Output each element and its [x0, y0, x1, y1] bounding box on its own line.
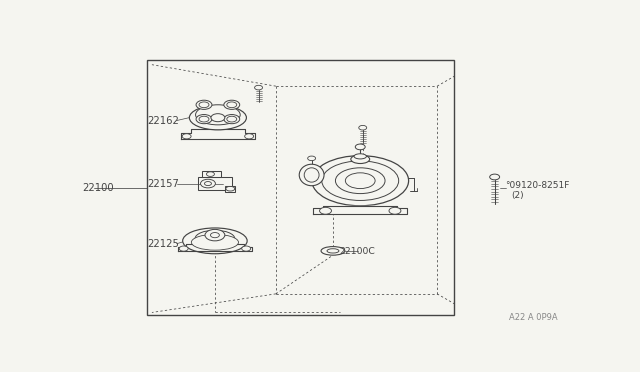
Circle shape	[389, 207, 401, 214]
Ellipse shape	[224, 100, 240, 109]
Ellipse shape	[321, 247, 345, 255]
Bar	[225, 186, 236, 192]
Ellipse shape	[182, 228, 247, 254]
Circle shape	[319, 207, 332, 214]
Circle shape	[359, 125, 367, 130]
Circle shape	[255, 85, 262, 90]
Circle shape	[199, 116, 209, 122]
Circle shape	[207, 172, 214, 176]
Ellipse shape	[346, 173, 375, 189]
Ellipse shape	[196, 100, 212, 109]
Text: 22162: 22162	[147, 116, 179, 125]
Text: 22125: 22125	[147, 239, 179, 249]
Ellipse shape	[300, 164, 324, 186]
Circle shape	[205, 230, 225, 241]
Ellipse shape	[351, 155, 370, 164]
Circle shape	[355, 144, 365, 150]
Circle shape	[242, 246, 251, 251]
Text: A22 A 0P9A: A22 A 0P9A	[509, 313, 557, 322]
Circle shape	[205, 182, 211, 186]
Ellipse shape	[196, 115, 212, 124]
Circle shape	[211, 114, 225, 122]
Circle shape	[200, 179, 216, 188]
Ellipse shape	[191, 234, 239, 250]
Ellipse shape	[354, 154, 367, 159]
Ellipse shape	[322, 161, 399, 201]
Bar	[202, 171, 221, 177]
Polygon shape	[313, 206, 407, 214]
Circle shape	[179, 246, 188, 251]
Circle shape	[244, 134, 253, 139]
Circle shape	[182, 134, 191, 139]
Circle shape	[199, 102, 209, 108]
Polygon shape	[180, 129, 255, 139]
Polygon shape	[178, 244, 252, 251]
Bar	[147, 60, 454, 315]
Ellipse shape	[226, 186, 235, 191]
Bar	[198, 177, 232, 190]
Text: 22100: 22100	[83, 183, 114, 193]
Ellipse shape	[224, 115, 240, 124]
Ellipse shape	[335, 168, 385, 193]
Ellipse shape	[189, 106, 246, 130]
Ellipse shape	[327, 249, 339, 253]
Text: (2): (2)	[511, 190, 524, 199]
Circle shape	[227, 102, 237, 108]
Text: 22100C: 22100C	[339, 247, 375, 256]
Ellipse shape	[312, 155, 408, 206]
Text: °09120-8251F: °09120-8251F	[506, 182, 570, 190]
Circle shape	[227, 116, 237, 122]
Circle shape	[211, 232, 220, 238]
Ellipse shape	[196, 105, 240, 125]
Text: 22157: 22157	[147, 179, 179, 189]
Circle shape	[490, 174, 500, 180]
Ellipse shape	[304, 168, 319, 182]
Circle shape	[308, 156, 316, 161]
Ellipse shape	[195, 230, 235, 247]
